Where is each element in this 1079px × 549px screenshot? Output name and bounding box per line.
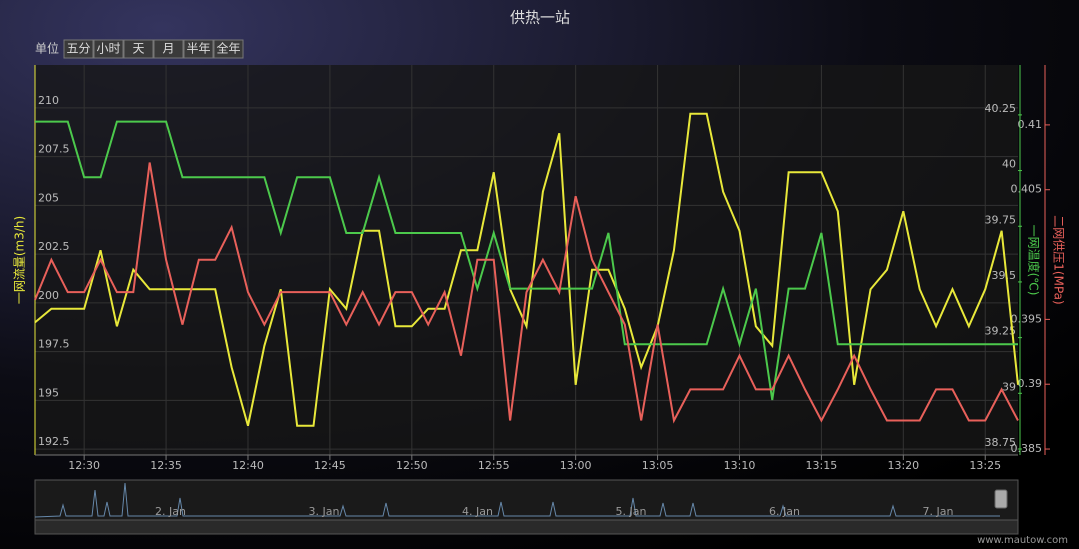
y-tick-label: 207.5 <box>38 143 70 156</box>
y2-tick-label: 40 <box>1002 158 1016 171</box>
navigator-label: 3. Jan <box>309 505 340 518</box>
navigator-label: 6. Jan <box>769 505 800 518</box>
series-line <box>34 112 1019 427</box>
range-button[interactable] <box>213 39 244 59</box>
range-button-label: 半年 <box>186 42 210 56</box>
y3-axis-title: 二网供压1(MPa) <box>1052 215 1066 304</box>
y-tick-label: 205 <box>38 191 59 204</box>
y-axis-title: 一网流量(m3/h) <box>13 216 27 304</box>
x-tick-label: 13:15 <box>806 459 838 472</box>
navigator-label: 2. Jan <box>155 505 186 518</box>
y2-tick-label: 39.25 <box>985 325 1017 338</box>
x-tick-label: 12:45 <box>314 459 346 472</box>
y3-tick-label: 0.39 <box>1018 377 1043 390</box>
range-button-label: 月 <box>162 42 174 56</box>
y3-tick-label: 0.395 <box>1011 312 1043 325</box>
y2-tick-label: 39 <box>1002 380 1016 393</box>
range-button[interactable] <box>153 39 184 59</box>
range-button[interactable] <box>93 39 124 59</box>
x-tick-label: 12:50 <box>396 459 428 472</box>
y2-tick-label: 39.5 <box>992 269 1017 282</box>
y-tick-label: 195 <box>38 386 59 399</box>
series-line <box>34 162 1019 424</box>
x-tick-label: 13:00 <box>560 459 592 472</box>
x-tick-label: 12:35 <box>150 459 182 472</box>
x-tick-label: 13:20 <box>887 459 919 472</box>
y-tick-label: 202.5 <box>38 240 70 253</box>
scrollbar[interactable] <box>34 519 1019 535</box>
navigator-label: 5. Jan <box>616 505 647 518</box>
range-button[interactable] <box>123 39 154 59</box>
x-tick-label: 13:25 <box>969 459 1001 472</box>
range-button[interactable] <box>183 39 214 59</box>
y2-tick-label: 38.75 <box>985 436 1017 449</box>
chart-title: 供热一站 <box>510 9 570 27</box>
range-button-label: 小时 <box>96 42 120 56</box>
navigator-label: 4. Jan <box>462 505 493 518</box>
series-line <box>35 120 1018 401</box>
x-tick-label: 12:55 <box>478 459 510 472</box>
x-tick-label: 13:10 <box>724 459 756 472</box>
y-tick-label: 197.5 <box>38 338 70 351</box>
range-label: 单位 <box>35 41 59 56</box>
y3-tick-label: 0.405 <box>1011 183 1043 196</box>
range-button-label: 五分 <box>66 42 90 56</box>
plot-area <box>35 65 1018 455</box>
y2-tick-label: 39.75 <box>985 213 1017 226</box>
x-tick-label: 12:40 <box>232 459 264 472</box>
x-tick-label: 12:30 <box>68 459 100 472</box>
range-button[interactable] <box>63 39 94 59</box>
y3-tick-label: 0.41 <box>1018 118 1043 131</box>
y-tick-label: 192.5 <box>38 435 70 448</box>
y2-tick-label: 40.25 <box>985 102 1017 115</box>
y3-tick-label: 0.385 <box>1011 442 1043 455</box>
y2-axis-title: 一网温度(℃) <box>1027 225 1042 296</box>
navigator-label: 7. Jan <box>923 505 954 518</box>
y-tick-label: 210 <box>38 94 59 107</box>
x-tick-label: 13:05 <box>642 459 674 472</box>
y-tick-label: 200 <box>38 289 59 302</box>
range-button-label: 全年 <box>216 41 240 56</box>
range-button-label: 天 <box>132 42 144 56</box>
navigator <box>34 479 1019 521</box>
credit[interactable]: www.mautow.com <box>977 535 1068 546</box>
navigator-handle[interactable] <box>994 489 1008 509</box>
navigator-series <box>34 482 1000 518</box>
